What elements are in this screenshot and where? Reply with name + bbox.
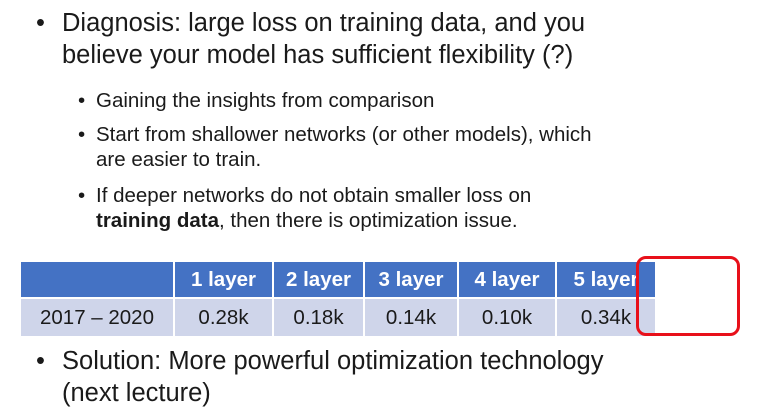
table-row: 2017 – 2020 0.28k 0.18k 0.14k 0.10k 0.34… (21, 298, 657, 336)
table-cell: 0.34k (556, 298, 657, 336)
training-data-emphasis: training data (96, 209, 220, 232)
bullet-marker: • (36, 347, 45, 375)
table-header-cell (21, 262, 175, 299)
table-cell: 0.18k (273, 298, 365, 336)
table-header-cell: 3 layer (364, 262, 459, 299)
table-header-cell: 5 layer (556, 262, 657, 299)
solution-text: Solution: More powerful optimization tec… (62, 345, 603, 409)
insights-text: Gaining the insights from comparison (96, 88, 434, 113)
table-row-label: 2017 – 2020 (21, 298, 175, 336)
diagnosis-line-1: Diagnosis: large loss on training data, … (62, 9, 586, 37)
bullet-marker: • (36, 9, 45, 37)
bullet-marker: • (78, 184, 86, 207)
table-cell: 0.14k (364, 298, 459, 336)
table-header-row: 1 layer 2 layer 3 layer 4 layer 5 layer (21, 262, 657, 299)
diagnosis-line-2: believe your model has sufficient flexib… (62, 41, 574, 69)
shallower-line-2: are easier to train. (96, 148, 262, 171)
deeper-line-2-rest: , then there is optimization issue. (219, 209, 518, 232)
solution-line-1: Solution: More powerful optimization tec… (62, 347, 604, 375)
loss-table: 1 layer 2 layer 3 layer 4 layer 5 layer … (21, 262, 657, 336)
deeper-line-2: training data, then there is optimizatio… (96, 208, 531, 233)
table-header-cell: 1 layer (174, 262, 274, 299)
sub-bullet-deeper: • If deeper networks do not obtain small… (78, 183, 531, 233)
bullet-marker: • (78, 123, 86, 146)
table-header-cell: 2 layer (273, 262, 365, 299)
shallower-line-1: Start from shallower networks (or other … (96, 123, 592, 146)
shallower-text: Start from shallower networks (or other … (96, 122, 592, 172)
table-cell: 0.10k (458, 298, 557, 336)
deeper-line-1: If deeper networks do not obtain smaller… (96, 184, 532, 207)
deeper-text: If deeper networks do not obtain smaller… (96, 183, 531, 233)
bullet-solution: • Solution: More powerful optimization t… (36, 345, 603, 409)
insights-line-1: Gaining the insights from comparison (96, 89, 435, 112)
bullet-diagnosis: • Diagnosis: large loss on training data… (36, 7, 585, 71)
table-cell: 0.28k (174, 298, 274, 336)
bullet-marker: • (78, 89, 86, 112)
sub-bullet-shallower: • Start from shallower networks (or othe… (78, 122, 592, 172)
table-header-cell: 4 layer (458, 262, 557, 299)
solution-line-2: (next lecture) (62, 379, 211, 407)
diagnosis-text: Diagnosis: large loss on training data, … (62, 7, 585, 71)
sub-bullet-insights: • Gaining the insights from comparison (78, 88, 434, 113)
